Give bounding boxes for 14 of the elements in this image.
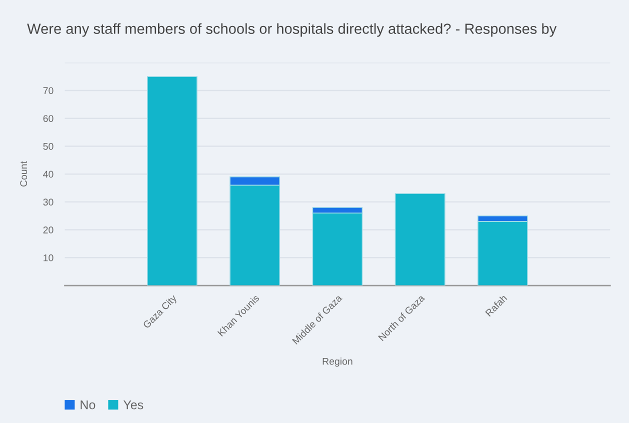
- y-tick-label: 50: [43, 142, 54, 150]
- y-tick-label: 60: [43, 115, 54, 122]
- chart-title: Were any staff members of schools or hospitals directly attacked? - Responses by: [27, 23, 557, 37]
- bar: [394, 193, 446, 286]
- x-axis-title: Region: [322, 358, 352, 367]
- legend-label: Yes: [123, 400, 144, 410]
- bar: [146, 76, 198, 286]
- y-axis-title: Count: [20, 161, 28, 187]
- y-tick-label: 30: [43, 198, 54, 206]
- y-tick-label: 10: [44, 254, 54, 262]
- y-tick-label: 70: [43, 87, 54, 94]
- y-tick-label: 20: [43, 226, 54, 234]
- legend-label: No: [80, 400, 96, 410]
- y-tick-label: 40: [43, 170, 54, 178]
